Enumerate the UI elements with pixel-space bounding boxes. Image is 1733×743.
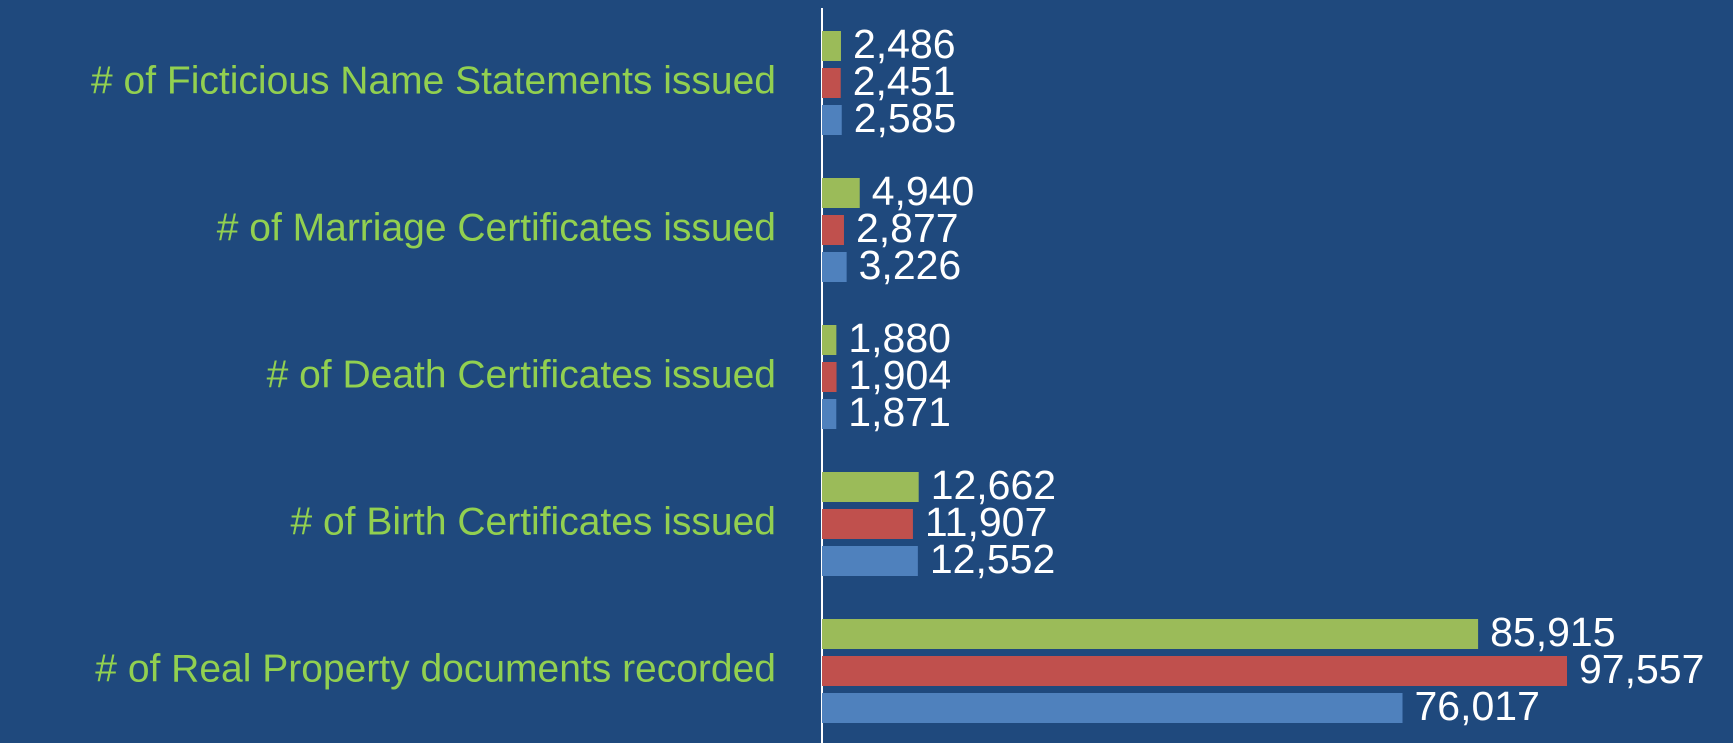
bar (822, 656, 1567, 686)
bar (822, 619, 1479, 649)
value-label: 12,552 (930, 536, 1055, 582)
value-label: 2,585 (854, 95, 957, 141)
category-label: # of Ficticious Name Statements issued (91, 59, 776, 102)
bar (822, 693, 1403, 723)
value-label: 76,017 (1415, 683, 1540, 729)
bar (822, 105, 842, 135)
bar (822, 399, 837, 429)
category-label: # of Death Certificates issued (267, 353, 776, 396)
category-label: # of Marriage Certificates issued (217, 206, 776, 249)
value-label: 1,880 (848, 315, 951, 361)
bar (822, 325, 837, 355)
bar (822, 68, 841, 98)
bar (822, 252, 847, 282)
value-label: 2,486 (853, 21, 956, 67)
bar (822, 31, 841, 61)
bar (822, 362, 837, 392)
value-label: 4,940 (872, 168, 975, 214)
value-label: 11,907 (925, 499, 1047, 545)
category-label: # of Real Property documents recorded (95, 647, 776, 690)
value-label: 3,226 (859, 242, 962, 288)
value-label: 2,877 (856, 205, 959, 251)
value-label: 1,904 (849, 352, 952, 398)
bar (822, 178, 860, 208)
value-label: 97,557 (1579, 646, 1704, 692)
bar (822, 509, 913, 539)
bar (822, 546, 918, 576)
value-label: 1,871 (848, 389, 951, 435)
value-label: 85,915 (1490, 609, 1615, 655)
value-label: 12,662 (931, 462, 1056, 508)
value-label: 2,451 (853, 58, 956, 104)
category-label: # of Birth Certificates issued (290, 500, 776, 543)
bar (822, 472, 919, 502)
bar (822, 215, 844, 245)
